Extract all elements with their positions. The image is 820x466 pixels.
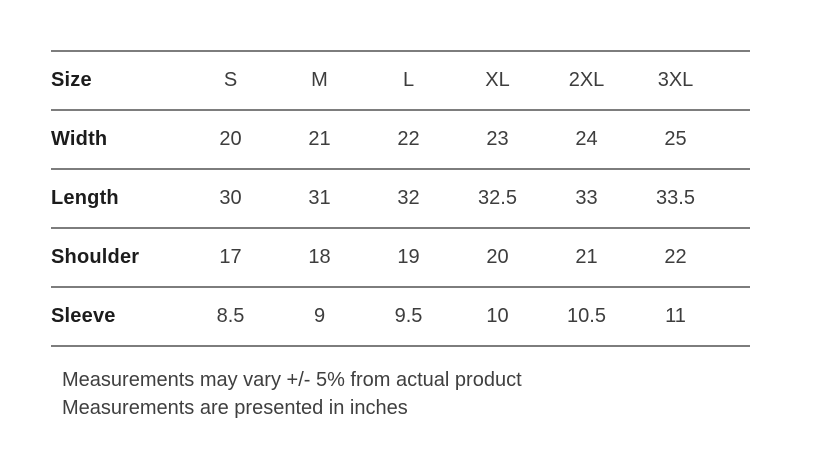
table-cell: 31: [308, 187, 331, 209]
table-cell: 23: [486, 128, 509, 150]
table-cell: 25: [664, 128, 687, 150]
table-row-length: Length 30 31 32 32.5 33 33.5: [51, 169, 750, 228]
table-cell: 9.5: [394, 305, 423, 327]
table-row-sleeve: Sleeve 8.5 9 9.5 10 10.5 11: [51, 287, 750, 346]
row-label-width: Width: [51, 128, 108, 150]
footnote-units: Measurements are presented in inches: [62, 397, 408, 419]
column-header-l: L: [402, 69, 415, 91]
table-cell: 18: [308, 246, 331, 268]
size-chart-table: Size S M L XL 2XL 3XL Width 20 21 22 23 …: [51, 50, 750, 347]
table-cell: 20: [219, 128, 242, 150]
header-label-size: Size: [51, 69, 92, 91]
table-cell: 33.5: [656, 187, 695, 209]
spacer-cell: [720, 287, 750, 346]
size-chart: Size S M L XL 2XL 3XL Width 20 21 22 23 …: [51, 50, 750, 422]
footnote-variance: Measurements may vary +/- 5% from actual…: [62, 369, 522, 391]
table-cell: 21: [308, 128, 331, 150]
table-cell: 9: [313, 305, 326, 327]
row-label-length: Length: [51, 187, 119, 209]
table-cell: 22: [397, 128, 420, 150]
table-cell: 32.5: [478, 187, 517, 209]
column-header-2xl: 2XL: [568, 69, 605, 91]
table-cell: 32: [397, 187, 420, 209]
row-label-sleeve: Sleeve: [51, 305, 116, 327]
spacer-cell: [720, 169, 750, 228]
table-cell: 8.5: [216, 305, 245, 327]
table-row-width: Width 20 21 22 23 24 25: [51, 110, 750, 169]
table-cell: 20: [486, 246, 509, 268]
column-header-m: M: [311, 69, 328, 91]
table-cell: 22: [664, 246, 687, 268]
table-cell: 24: [575, 128, 598, 150]
spacer-cell: [720, 110, 750, 169]
column-header-xl: XL: [485, 69, 510, 91]
spacer-cell: [720, 51, 750, 110]
table-cell: 10.5: [567, 305, 606, 327]
table-row-shoulder: Shoulder 17 18 19 20 21 22: [51, 228, 750, 287]
column-header-s: S: [223, 69, 238, 91]
column-header-3xl: 3XL: [657, 69, 694, 91]
row-label-shoulder: Shoulder: [51, 246, 140, 268]
table-cell: 11: [665, 305, 686, 327]
table-cell: 30: [219, 187, 242, 209]
table-cell: 33: [575, 187, 598, 209]
footnotes: Measurements may vary +/- 5% from actual…: [51, 366, 750, 422]
spacer-cell: [720, 228, 750, 287]
table-cell: 19: [397, 246, 420, 268]
table-cell: 10: [486, 305, 509, 327]
table-cell: 21: [575, 246, 598, 268]
table-header-row: Size S M L XL 2XL 3XL: [51, 51, 750, 110]
table-cell: 17: [219, 246, 242, 268]
